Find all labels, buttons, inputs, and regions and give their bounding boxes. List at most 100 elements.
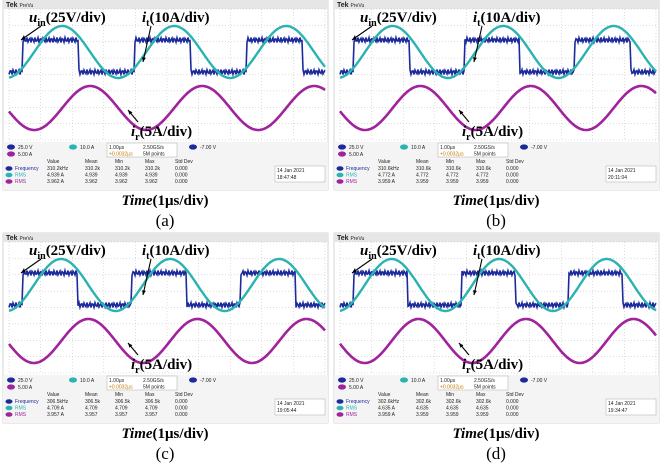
- table-cell: Frequency: [346, 399, 370, 405]
- row-chip: [337, 412, 344, 417]
- table-header: Value: [47, 392, 60, 398]
- channel-chip: [7, 144, 15, 149]
- channel-chip: [338, 144, 346, 149]
- table-cell: 3.959 A: [378, 179, 396, 185]
- table-header: Std Dev: [175, 392, 193, 398]
- i-t-label-scale: (10A/div): [481, 10, 541, 26]
- table-cell: RMS: [15, 179, 27, 185]
- row-chip: [337, 173, 344, 178]
- table-cell: RMS: [15, 412, 27, 418]
- u-in-label-scale: (25V/div): [377, 243, 437, 259]
- axis-scale: (1μs/div): [484, 426, 540, 442]
- trigger-level: -7.00 V: [200, 145, 217, 151]
- top-bar: [3, 233, 328, 242]
- table-cell: 4.709: [145, 406, 158, 412]
- u-in-label-symbol: u: [29, 243, 37, 259]
- brand: TekPreVu: [6, 235, 33, 242]
- table-header: Max: [476, 159, 486, 165]
- axis-scale: (1μs/div): [153, 193, 209, 209]
- figure: TekPreVuuin(25V/div)it(10A/div)ir(5A/div…: [0, 0, 662, 468]
- i-t-label-scale: (10A/div): [150, 243, 210, 259]
- timebase: 1.00μs: [109, 378, 125, 384]
- table-cell: 4.709 A: [47, 406, 65, 412]
- table-cell: 3.959: [446, 179, 459, 185]
- table-cell: 0.000: [506, 406, 519, 412]
- top-bar: [334, 0, 659, 9]
- table-cell: RMS: [346, 179, 358, 185]
- ch3-scale: 5.00 A: [349, 152, 364, 158]
- table-cell: RMS: [346, 173, 358, 179]
- table-cell: 3.962: [85, 179, 98, 185]
- table-cell: RMS: [346, 406, 358, 412]
- axis-quantity: Time: [121, 426, 152, 442]
- table-cell: 3.962: [115, 179, 128, 185]
- sample-rate: 2.50GS/s: [143, 378, 164, 384]
- table-header: Mean: [85, 392, 98, 398]
- table-cell: 310.2k: [145, 166, 161, 172]
- sample-rate: 2.50GS/s: [474, 378, 495, 384]
- table-cell: 4.635: [446, 406, 459, 412]
- table-header: Std Dev: [175, 159, 193, 165]
- u-in-label-scale: (25V/div): [46, 10, 106, 26]
- time: 20:11:04: [608, 175, 627, 181]
- row-chip: [6, 399, 13, 404]
- ch1-scale: 25.0 V: [18, 145, 33, 151]
- ch2-scale: 10.0 A: [80, 378, 95, 384]
- i-r-label-scale: (5A/div): [471, 124, 524, 140]
- table-cell: 3.962: [145, 179, 158, 185]
- table-cell: 4.709: [115, 406, 128, 412]
- table-header: Mean: [416, 392, 429, 398]
- channel-chip: [189, 144, 197, 149]
- table-cell: 4.635 A: [378, 406, 396, 412]
- table-cell: 306.5k: [115, 399, 131, 405]
- time: 19:34:47: [608, 408, 628, 414]
- row-chip: [337, 166, 344, 171]
- row-chip: [6, 179, 13, 184]
- table-cell: 306.5k: [145, 399, 161, 405]
- i-r-label-scale: (5A/div): [140, 357, 193, 373]
- row-chip: [6, 173, 13, 178]
- top-bar: [334, 233, 659, 242]
- table-cell: 310.6k: [476, 166, 492, 172]
- offset: +0.0032μs: [440, 152, 464, 158]
- table-cell: Frequency: [15, 399, 39, 405]
- table-header: Max: [476, 392, 486, 398]
- mode: PreVu: [351, 3, 365, 9]
- brand-name: Tek: [337, 2, 349, 9]
- record-length: 5M points: [474, 152, 496, 158]
- ch2-scale: 10.0 A: [80, 145, 95, 151]
- table-cell: 3.957: [85, 412, 98, 418]
- channel-chip: [69, 144, 77, 149]
- date: 14 Jan 2021: [608, 401, 636, 407]
- table-cell: 3.957: [115, 412, 128, 418]
- table-cell: 0.000: [506, 412, 519, 418]
- row-chip: [6, 412, 13, 417]
- table-cell: 0.000: [175, 412, 188, 418]
- table-cell: 0.000: [175, 166, 188, 172]
- ch2-scale: 10.0 A: [411, 145, 426, 151]
- table-header: Min: [115, 159, 123, 165]
- mode: PreVu: [20, 3, 34, 9]
- table-cell: 3.959: [416, 412, 429, 418]
- channel-chip: [7, 377, 15, 382]
- i-t-label-scale: (10A/div): [481, 243, 541, 259]
- table-cell: RMS: [15, 406, 27, 412]
- table-cell: 3.957: [145, 412, 158, 418]
- table-cell: 4.772 A: [378, 173, 396, 179]
- axis-quantity: Time: [452, 426, 483, 442]
- channel-chip: [7, 151, 15, 156]
- table-cell: 310.2kHz: [47, 166, 69, 172]
- brand: TekPreVu: [6, 2, 33, 9]
- table-cell: 0.000: [175, 406, 188, 412]
- panel: TekPreVuuin(25V/div)it(10A/div)ir(5A/div…: [334, 233, 659, 463]
- axis-quantity: Time: [452, 193, 483, 209]
- table-cell: 310.6k: [446, 166, 462, 172]
- timebase: 1.00μs: [109, 145, 125, 151]
- table-cell: 3.962 A: [47, 179, 65, 185]
- offset: +0.0032μs: [440, 385, 464, 391]
- caption: (d): [486, 444, 506, 463]
- channel-chip: [189, 377, 197, 382]
- table-header: Value: [378, 159, 391, 165]
- sample-rate: 2.50GS/s: [143, 145, 164, 151]
